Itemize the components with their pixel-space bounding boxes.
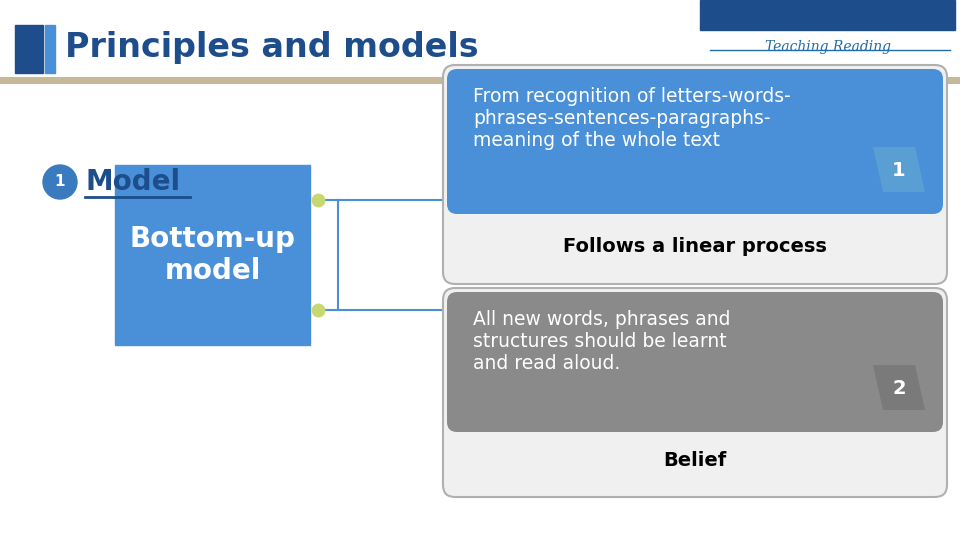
Text: Principles and models: Principles and models bbox=[65, 31, 479, 64]
FancyBboxPatch shape bbox=[447, 292, 943, 432]
Text: 1: 1 bbox=[892, 160, 906, 179]
Bar bbox=[115, 165, 310, 345]
Text: 1: 1 bbox=[55, 174, 65, 190]
Polygon shape bbox=[873, 365, 925, 410]
Circle shape bbox=[43, 165, 77, 199]
FancyBboxPatch shape bbox=[443, 288, 947, 497]
Bar bbox=[45, 25, 55, 73]
Bar bbox=[700, 0, 955, 30]
Text: Model: Model bbox=[85, 168, 180, 196]
Text: All new words, phrases and
structures should be learnt
and read aloud.: All new words, phrases and structures sh… bbox=[473, 310, 731, 373]
FancyBboxPatch shape bbox=[443, 65, 947, 284]
Text: Belief: Belief bbox=[663, 450, 727, 469]
Text: 2: 2 bbox=[892, 379, 906, 397]
Text: Follows a linear process: Follows a linear process bbox=[564, 238, 827, 256]
Bar bbox=[460, 177, 930, 197]
FancyBboxPatch shape bbox=[447, 69, 943, 214]
Polygon shape bbox=[873, 147, 925, 192]
Text: Teaching Reading: Teaching Reading bbox=[765, 40, 891, 54]
Text: Bottom-up
model: Bottom-up model bbox=[130, 225, 296, 285]
Text: From recognition of letters-words-
phrases-sentences-paragraphs-
meaning of the : From recognition of letters-words- phras… bbox=[473, 87, 791, 150]
Bar bbox=[15, 25, 43, 73]
Bar bbox=[460, 395, 930, 415]
